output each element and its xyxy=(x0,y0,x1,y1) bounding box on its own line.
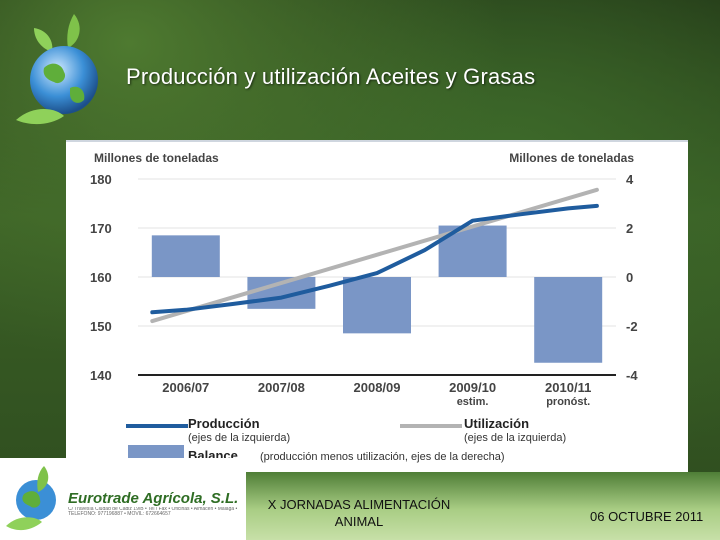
footer-band xyxy=(246,472,720,540)
globe-with-leaves-icon xyxy=(16,14,98,125)
left-tick-label: 180 xyxy=(90,172,112,187)
right-tick-label: -2 xyxy=(626,319,638,334)
x-tick-label: 2006/07 xyxy=(162,380,209,395)
x-tick-label: 2010/11 xyxy=(545,380,591,395)
x-tick-sublabel: pronóst. xyxy=(546,396,590,408)
legend-production-sub: (ejes de la izquierda) xyxy=(188,432,290,444)
event-date: 06 OCTUBRE 2011 xyxy=(590,509,704,524)
left-tick-label: 170 xyxy=(90,221,112,236)
right-axis-label: Millones de toneladas xyxy=(509,151,634,165)
left-tick-label: 140 xyxy=(90,368,112,383)
left-axis-label: Millones de toneladas xyxy=(94,151,219,165)
balance-bar xyxy=(343,277,411,334)
left-tick-label: 150 xyxy=(90,319,112,334)
x-tick-label: 2009/10 xyxy=(449,380,496,395)
right-tick-label: -4 xyxy=(626,368,638,383)
left-tick-label: 160 xyxy=(90,270,112,285)
event-name: X JORNADAS ALIMENTACIÓN ANIMAL xyxy=(246,496,472,530)
legend-production-label: Producción xyxy=(188,416,260,431)
chart-panel: Millones de toneladas Millones de tonela… xyxy=(66,140,688,474)
event-name-line2: ANIMAL xyxy=(334,514,384,529)
legend-balance-sub: (producción menos utilización, ejes de l… xyxy=(260,451,505,463)
right-tick-label: 4 xyxy=(626,172,634,187)
legend-utilization-label: Utilización xyxy=(464,416,529,431)
balance-bar xyxy=(151,235,220,277)
chart-svg: Millones de toneladas Millones de tonela… xyxy=(90,151,638,465)
eurotrade-leaf-logo-icon xyxy=(6,466,56,531)
x-tick-label: 2007/08 xyxy=(258,380,305,395)
x-tick-label: 2008/09 xyxy=(354,380,401,395)
legend-utilization-sub: (ejes de la izquierda) xyxy=(464,432,566,444)
right-tick-label: 0 xyxy=(626,270,633,285)
event-name-line1: X JORNADAS ALIMENTACIÓN xyxy=(267,497,451,512)
utilization-line xyxy=(150,187,599,324)
company-logo-panel xyxy=(0,458,246,540)
balance-bar xyxy=(534,277,603,363)
slide-title: Producción y utilización Aceites y Grasa… xyxy=(126,64,536,89)
x-tick-sublabel: estim. xyxy=(457,396,489,408)
production-line xyxy=(150,203,599,315)
company-contact-fine-print: C/ Travesía Ciudad de Cádiz 19/B • Tel /… xyxy=(68,507,238,518)
right-tick-label: 2 xyxy=(626,221,633,236)
company-name: Eurotrade Agrícola, S.L. xyxy=(68,490,239,507)
